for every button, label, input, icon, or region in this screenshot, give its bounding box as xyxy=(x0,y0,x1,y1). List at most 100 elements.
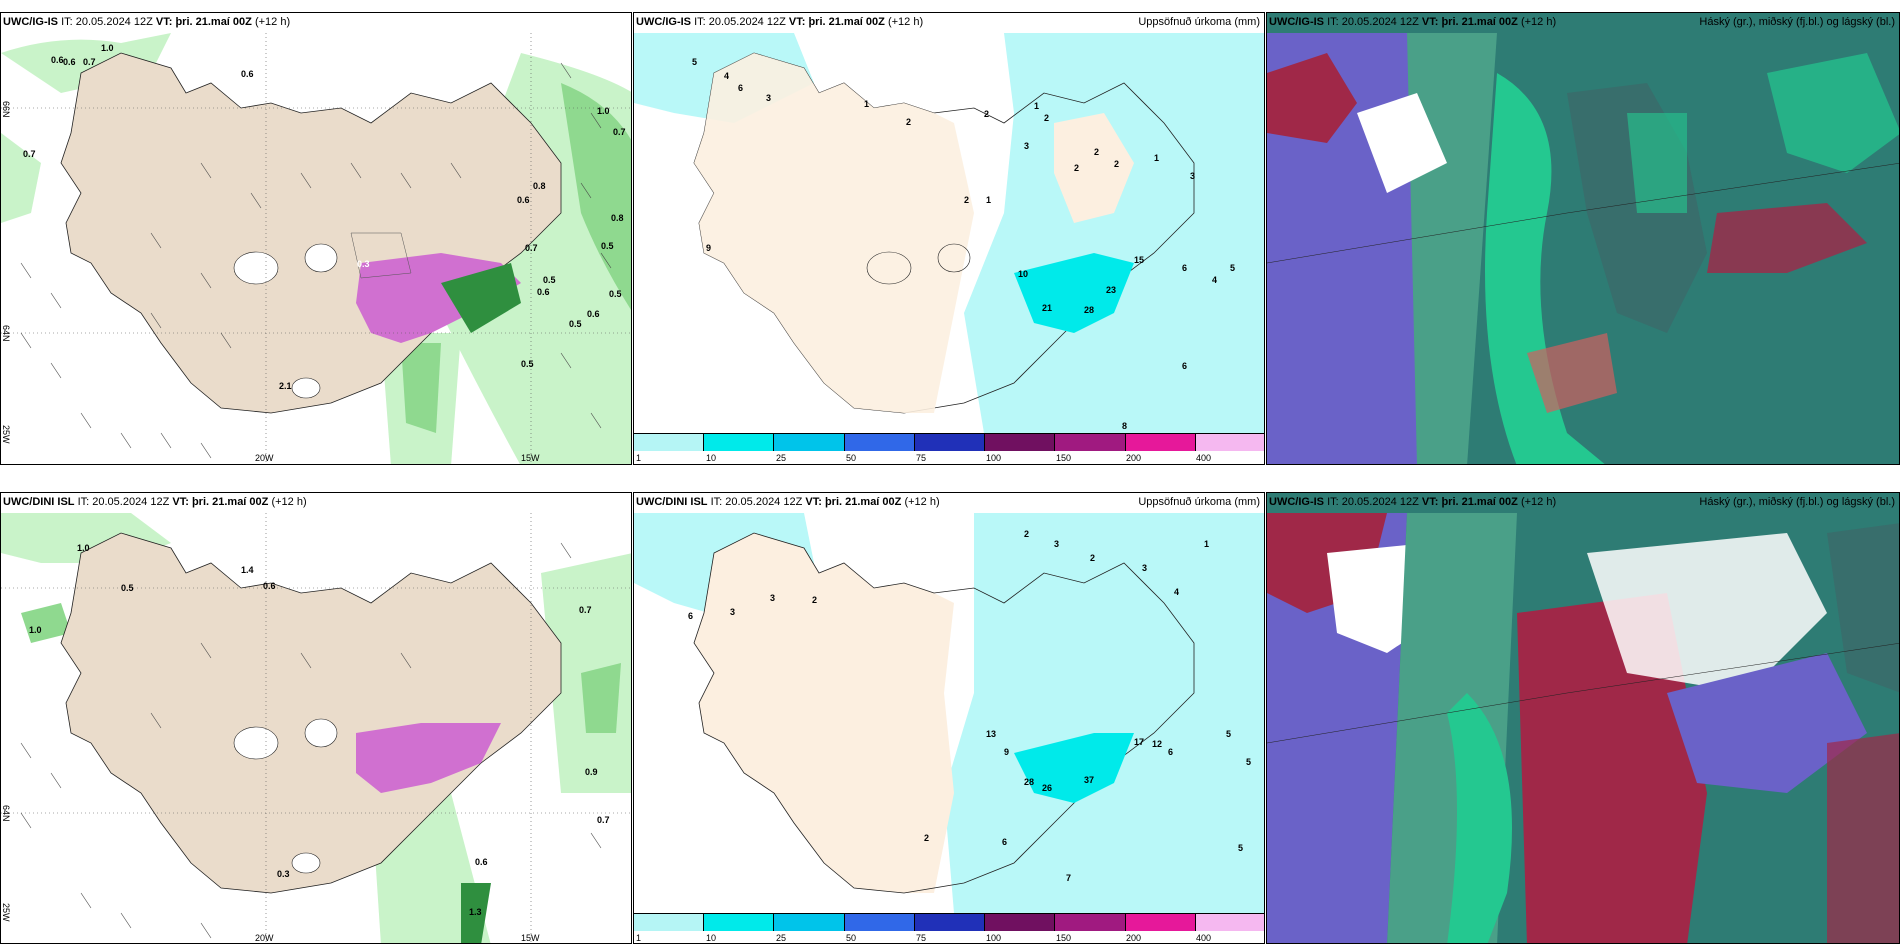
colorbar-segment xyxy=(774,914,845,931)
precip-value: 6 xyxy=(1168,747,1174,757)
colorbar-tick: 75 xyxy=(916,933,927,943)
precip-value: 12 xyxy=(1152,739,1163,749)
wind-value: 1.0 xyxy=(77,543,90,553)
wind-value: 0.3 xyxy=(277,869,290,879)
colorbar-tick: 75 xyxy=(916,453,927,463)
precip-value: 21 xyxy=(1042,303,1053,313)
precip-value: 17 xyxy=(1134,737,1145,747)
lon-label-15w: 15W xyxy=(521,933,540,943)
precip-value: 1 xyxy=(864,99,870,109)
precip-value: 4 xyxy=(1212,275,1218,285)
wind-value: 0.5 xyxy=(543,275,556,285)
precip-value: 28 xyxy=(1024,777,1035,787)
precip-value: 3 xyxy=(1190,171,1196,181)
colorbar-tick: 1 xyxy=(636,933,642,943)
wind-value: 0.9 xyxy=(585,767,598,777)
lon-label-15w: 15W xyxy=(521,453,540,463)
wind-precip-map xyxy=(1,13,631,464)
wind-value: 0.6 xyxy=(63,57,76,67)
precip-value: 1 xyxy=(1154,153,1160,163)
precip-value: 9 xyxy=(706,243,712,253)
lon-label-25w: 25W xyxy=(1,425,11,444)
precip-value: 2 xyxy=(964,195,970,205)
wind-value: 2.1 xyxy=(279,381,292,391)
lat-label-66n: 66N xyxy=(1,101,11,118)
wind-value: 1.0 xyxy=(29,625,42,635)
panel-header: UWC/IG-IS IT: 20.05.2024 12Z VT: þri. 21… xyxy=(3,16,291,28)
precip-value: 2 xyxy=(1090,553,1096,563)
wind-precip-map xyxy=(1,493,631,943)
precip-value: 26 xyxy=(1042,783,1053,793)
map-panel-bottom-right: UWC/IG-IS IT: 20.05.2024 12Z VT: þri. 21… xyxy=(1266,492,1900,944)
wind-value: 0.5 xyxy=(521,359,534,369)
cloud-cover-map xyxy=(1267,493,1899,943)
precip-map xyxy=(634,493,1264,943)
precip-value: 5 xyxy=(1226,729,1232,739)
wind-value: 0.5 xyxy=(569,319,582,329)
colorbar-segment xyxy=(774,434,845,451)
precip-value: 13 xyxy=(986,729,997,739)
panel-title: Háský (gr.), miðský (fj.bl.) og lágský (… xyxy=(1699,496,1895,508)
precip-value: 6 xyxy=(738,83,744,93)
colorbar-segment xyxy=(634,914,705,931)
colorbar-tick: 25 xyxy=(776,453,787,463)
wind-value: 0.5 xyxy=(121,583,134,593)
precip-value: 2 xyxy=(1094,147,1100,157)
colorbar-segment xyxy=(1125,914,1196,931)
precip-colorbar xyxy=(634,913,1264,931)
precip-value: 1 xyxy=(1204,539,1210,549)
colorbar-segment xyxy=(914,434,986,451)
wind-value: 0.6 xyxy=(475,857,488,867)
wind-value: 0.5 xyxy=(601,241,614,251)
colorbar-tick: 400 xyxy=(1196,933,1212,943)
colorbar-tick: 1 xyxy=(636,453,642,463)
colorbar-tick: 200 xyxy=(1126,933,1142,943)
wind-value: 0.6 xyxy=(517,195,530,205)
wind-value: 0.6 xyxy=(537,287,550,297)
colorbar-segment xyxy=(844,914,915,931)
lon-label-20w: 20W xyxy=(255,453,274,463)
precip-value: 5 xyxy=(1238,843,1244,853)
colorbar-tick: 50 xyxy=(846,933,857,943)
precip-value: 6 xyxy=(688,611,694,621)
precip-value: 6 xyxy=(1002,837,1008,847)
map-panel-top-left: UWC/IG-IS IT: 20.05.2024 12Z VT: þri. 21… xyxy=(0,12,632,465)
map-panel-top-middle: UWC/IG-IS IT: 20.05.2024 12Z VT: þri. 21… xyxy=(633,12,1265,465)
precip-value: 37 xyxy=(1084,775,1095,785)
colorbar-segment xyxy=(1125,434,1196,451)
precip-value: 1 xyxy=(1034,101,1040,111)
precip-value: 3 xyxy=(766,93,772,103)
wind-barbs xyxy=(20,542,602,939)
panel-header: UWC/IG-IS IT: 20.05.2024 12Z VT: þri. 21… xyxy=(1269,496,1557,508)
colorbar-segment xyxy=(914,914,986,931)
colorbar-tick: 25 xyxy=(776,933,787,943)
colorbar-tick: 50 xyxy=(846,453,857,463)
precip-value: 5 xyxy=(692,57,698,67)
precip-map xyxy=(634,13,1264,464)
precip-value: 3 xyxy=(1024,141,1030,151)
precip-value: 6 xyxy=(1182,361,1188,371)
lon-label-20w: 20W xyxy=(255,933,274,943)
cloud-cover-map xyxy=(1267,13,1899,464)
colorbar-tick: 10 xyxy=(706,933,717,943)
precip-value: 2 xyxy=(1114,159,1120,169)
map-panel-bottom-middle: UWC/DINI ISL IT: 20.05.2024 12Z VT: þri.… xyxy=(633,492,1265,944)
precip-value: 3 xyxy=(1054,539,1060,549)
precip-value: 5 xyxy=(1246,757,1252,767)
colorbar-segment xyxy=(985,914,1056,931)
precip-value: 8 xyxy=(1122,421,1128,431)
colorbar-segment xyxy=(844,434,915,451)
wind-value: 1.0 xyxy=(101,43,114,53)
wind-value: 0.6 xyxy=(263,581,276,591)
precip-value: 15 xyxy=(1134,255,1145,265)
wind-value: 0.7 xyxy=(525,243,538,253)
wind-value: 0.5 xyxy=(609,289,622,299)
panel-title: Uppsöfnuð úrkoma (mm) xyxy=(1138,496,1260,508)
wind-value: 0.7 xyxy=(579,605,592,615)
lat-label-64n: 64N xyxy=(1,805,11,822)
colorbar-tick: 200 xyxy=(1126,453,1142,463)
lat-label-64n: 64N xyxy=(1,325,11,342)
precip-value: 2 xyxy=(812,595,818,605)
panel-header: UWC/IG-IS IT: 20.05.2024 12Z VT: þri. 21… xyxy=(636,16,924,28)
colorbar-segment xyxy=(1195,914,1264,931)
